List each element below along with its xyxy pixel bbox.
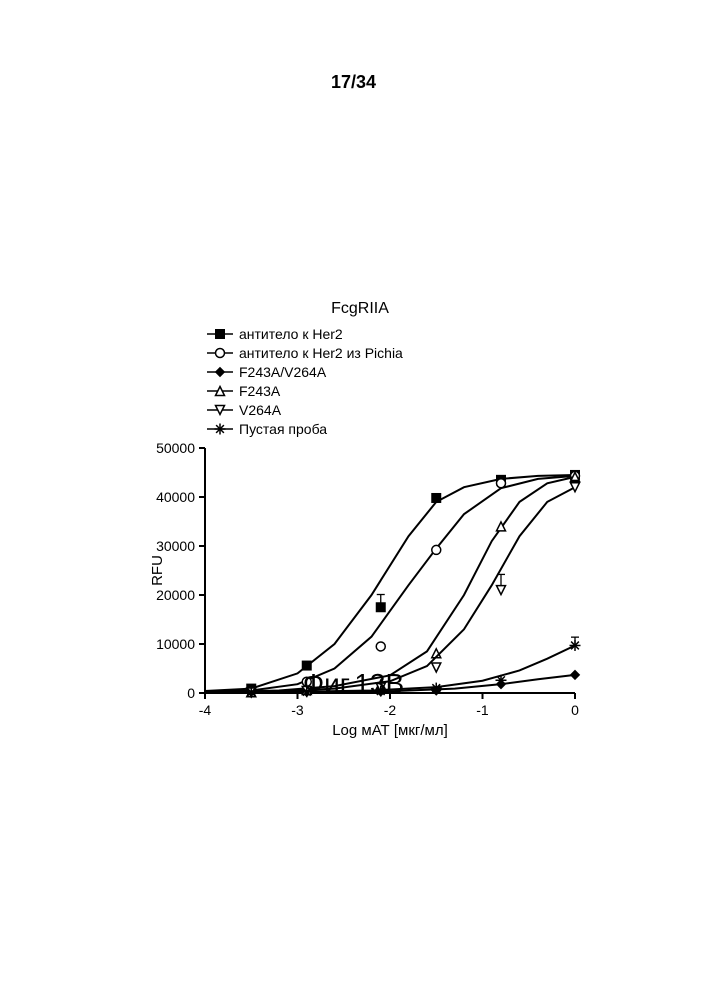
legend-label: V264A (239, 402, 282, 418)
figure-caption: Фиг.13B (0, 668, 707, 700)
marker-diamond (216, 368, 225, 377)
legend-label: Пустая проба (239, 421, 327, 437)
y-axis-label: RFU (149, 555, 166, 586)
x-axis-label: Log мАТ [мкг/мл] (332, 722, 448, 739)
y-tick-label: 30000 (156, 538, 195, 554)
legend-label: F243A/V264A (239, 364, 327, 380)
chart-title: FcgRIIA (145, 300, 575, 318)
y-tick-label: 40000 (156, 489, 195, 505)
y-tick-label: 50000 (156, 440, 195, 456)
marker-circle (432, 545, 441, 554)
marker-circle (216, 349, 225, 358)
marker-square (376, 603, 385, 612)
x-tick-label: 0 (571, 702, 579, 718)
x-tick-label: -3 (291, 702, 304, 718)
marker-triangle-down (497, 586, 506, 595)
series-curve (205, 487, 575, 692)
marker-square (216, 330, 225, 339)
marker-triangle-down (571, 483, 580, 492)
marker-circle (376, 642, 385, 651)
series-curve (205, 475, 575, 691)
y-tick-label: 10000 (156, 636, 195, 652)
series-curve (205, 476, 575, 692)
y-tick-label: 20000 (156, 587, 195, 603)
page-number: 17/34 (0, 72, 707, 93)
page: 17/34 FcgRIIA 0 10000 20000 30000 40000 50000… (0, 0, 707, 1000)
x-tick-label: -1 (476, 702, 489, 718)
marker-square (432, 493, 441, 502)
legend-label: антитело к Her2 (239, 326, 343, 342)
legend-label: антитело к Her2 из Pichia (239, 345, 403, 361)
x-tick-label: -4 (199, 702, 212, 718)
series-curve (205, 477, 575, 693)
x-tick-label: -2 (384, 702, 397, 718)
marker-circle (497, 479, 506, 488)
legend-label: F243A (239, 383, 281, 399)
